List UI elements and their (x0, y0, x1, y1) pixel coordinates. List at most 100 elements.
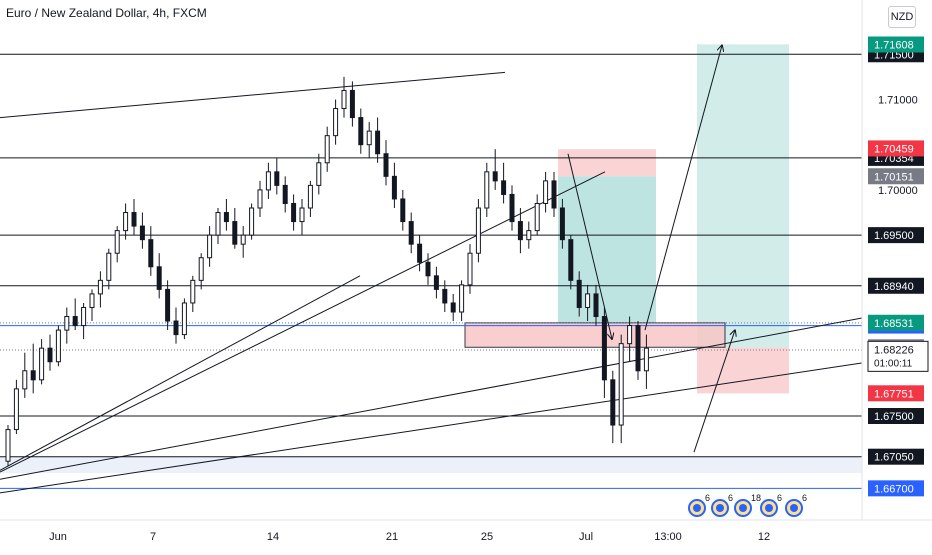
price-tag-label-0: 1.71608 (874, 39, 914, 51)
candle-body (173, 320, 179, 336)
candle-body (375, 130, 381, 155)
event-marker-4[interactable]: 6 (785, 493, 807, 517)
event-marker-0[interactable]: 6 (688, 493, 710, 517)
candle-body (643, 347, 649, 372)
price-tag-label-1: 1.70459 (874, 143, 914, 155)
event-icon-dot (693, 504, 701, 512)
candle-body (106, 252, 112, 281)
candle-body (366, 130, 372, 146)
candle-body (492, 171, 498, 182)
candle-body (618, 343, 624, 426)
candle-body (501, 180, 507, 195)
candle-body (39, 347, 45, 381)
candle-body (274, 171, 280, 186)
candle-body (585, 293, 591, 308)
event-count-4: 6 (802, 493, 807, 503)
candle-body (627, 325, 633, 345)
level-tag-label-3: 1.68940 (874, 281, 914, 293)
candle-body (282, 184, 288, 204)
candle-body (291, 202, 297, 223)
level-tag-0 (868, 448, 924, 465)
candle-body (358, 117, 364, 146)
y-tick-label-3: 1.70000 (878, 185, 918, 197)
level-tag-label-7: 1.66700 (874, 483, 914, 495)
projection-arrow-1 (644, 45, 722, 331)
event-count-0: 6 (705, 493, 710, 503)
candle-body (568, 239, 574, 281)
target-zone-short (558, 176, 656, 323)
candle-body (223, 212, 229, 223)
event-marker-1[interactable]: 6 (711, 493, 733, 517)
candle-body (148, 239, 154, 268)
candle-body (635, 325, 641, 372)
candle-body (89, 293, 95, 308)
event-marker-2[interactable]: 18 (734, 493, 761, 517)
candle-body (181, 302, 187, 336)
level-tag-label-0: 1.67050 (874, 452, 914, 464)
target-zone-long (697, 44, 789, 348)
trend-line-3 (0, 361, 871, 494)
trend-line-2 (0, 316, 871, 480)
price-tag-label-2: 1.70151 (874, 171, 914, 183)
candle-body (131, 212, 137, 227)
currency-badge[interactable]: NZD (888, 6, 916, 28)
candle-body (198, 257, 204, 281)
candle-body (190, 279, 196, 304)
candle-body (442, 288, 448, 304)
candle-body (576, 279, 582, 308)
candle-body (114, 230, 120, 254)
candle-body (610, 379, 616, 426)
candle-body (475, 207, 481, 254)
candle-body (240, 234, 246, 245)
candle-body (509, 193, 515, 223)
candle-body (534, 202, 540, 232)
candle-body (526, 230, 532, 241)
level-tag-1 (868, 408, 924, 424)
candle-body (257, 189, 263, 209)
level-tag-3 (868, 277, 924, 294)
candle-body (559, 207, 565, 241)
event-count-2: 18 (751, 493, 761, 503)
candle-body (207, 234, 213, 259)
x-tick-label-3: 21 (386, 531, 398, 543)
price-tag-6 (868, 385, 924, 402)
last-price-label: 1.68226 (874, 344, 914, 356)
x-tick-label-2: 14 (267, 531, 279, 543)
level-tag-7 (868, 480, 924, 497)
candle-body (324, 135, 330, 164)
candle-body (400, 198, 406, 223)
candle-body (249, 207, 255, 236)
candle-body (22, 370, 28, 390)
x-tick-label-6: 13:00 (654, 531, 682, 543)
countdown-label: 01:00:11 (874, 358, 913, 369)
candle-body (391, 175, 397, 200)
support-zone-box (464, 322, 726, 348)
candle-body (593, 293, 599, 318)
candle-body (408, 221, 414, 245)
trend-line-0 (0, 71, 506, 119)
event-marker-3[interactable]: 6 (760, 493, 782, 517)
candle-body (450, 302, 456, 313)
candle-body (265, 171, 271, 191)
candle-body (165, 288, 171, 322)
candle-body (81, 306, 87, 327)
candle-body (72, 316, 78, 327)
candle-body (467, 252, 473, 286)
candle-body (232, 221, 238, 245)
candle-body (64, 316, 70, 331)
level-tag-label-1: 1.67500 (874, 411, 914, 423)
stop-zone-long (697, 347, 789, 394)
candle-body (333, 108, 339, 137)
price-tag-0 (868, 36, 924, 53)
event-icon-dot (765, 504, 773, 512)
event-icon-dot (739, 504, 747, 512)
price-tag-3 (868, 314, 924, 331)
projection-arrow-2 (693, 330, 735, 453)
candle-body (307, 184, 313, 209)
candle-body (517, 221, 523, 241)
candle-body (299, 207, 305, 223)
candle-body (123, 212, 129, 232)
x-tick-label-1: 7 (150, 531, 156, 543)
